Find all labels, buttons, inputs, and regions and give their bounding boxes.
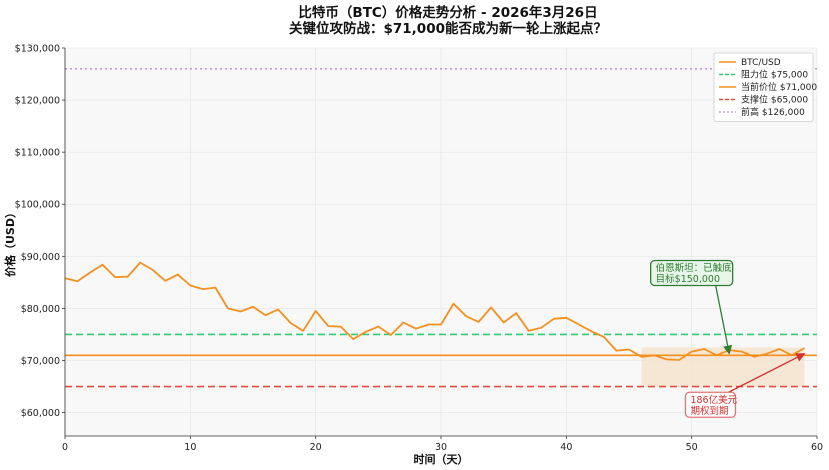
series-layer [64, 261, 805, 361]
grid-lines [64, 47, 818, 436]
series-line-0 [64, 261, 805, 361]
annotation-text-1-line1: 186亿美元 [690, 394, 737, 406]
annotation-arrow-1 [728, 353, 806, 393]
reference-lines [65, 68, 817, 388]
annotation-text-0-line1: 伯恩斯坦：已触底 [656, 262, 733, 274]
x-axis-label: 时间（天） [414, 452, 469, 466]
annotation-box-0 [650, 259, 734, 287]
chart-title-line1: 比特币（BTC）价格走势分析 - 2026年3月26日 [298, 4, 597, 21]
annotation-box-1 [684, 391, 737, 418]
y-tick-label-6: $120,000 [15, 96, 60, 107]
y-tick-label-3: $90,000 [21, 252, 60, 263]
legend-label-1: 阻力位 $75,000 [741, 69, 808, 81]
y-tick-label-7: $130,000 [15, 44, 60, 55]
x-tick-label-4: 40 [560, 442, 572, 453]
y-axis-label: 价格（USD） [3, 207, 17, 277]
chart-title-line2: 关键位攻防战：$71,000能否成为新一轮上涨起点？ [289, 20, 607, 37]
x-tick-label-0: 0 [62, 442, 68, 453]
legend-label-2: 当前价位 $71,000 [741, 81, 817, 93]
legend-box [713, 52, 814, 122]
legend-label-4: 前高 $126,000 [741, 106, 805, 118]
x-tick-label-5: 50 [686, 442, 698, 453]
tick-labels: 0 10 20 30 40 50 60 $60,000 $70,000 $80,000 $90,00… [15, 44, 823, 454]
x-tick-label-2: 20 [310, 442, 322, 453]
y-tick-label-5: $110,000 [15, 148, 60, 159]
annotation-text-0-line2: 目标$150,000 [656, 273, 720, 285]
x-tick-label-3: 30 [435, 442, 447, 453]
y-tick-label-4: $100,000 [15, 200, 60, 211]
x-tick-label-1: 10 [184, 442, 196, 453]
annotation-text-1-line2: 期权到期 [690, 405, 728, 417]
legend-label-0: BTC/USD [741, 58, 781, 68]
y-tick-label-1: $70,000 [21, 356, 60, 367]
y-tick-label-0: $60,000 [21, 408, 60, 419]
legend-label-3: 支撑位 $65,000 [741, 94, 808, 106]
y-tick-label-2: $80,000 [21, 304, 60, 315]
annotation-arrow-0 [715, 285, 733, 355]
x-tick-label-6: 60 [811, 442, 823, 453]
